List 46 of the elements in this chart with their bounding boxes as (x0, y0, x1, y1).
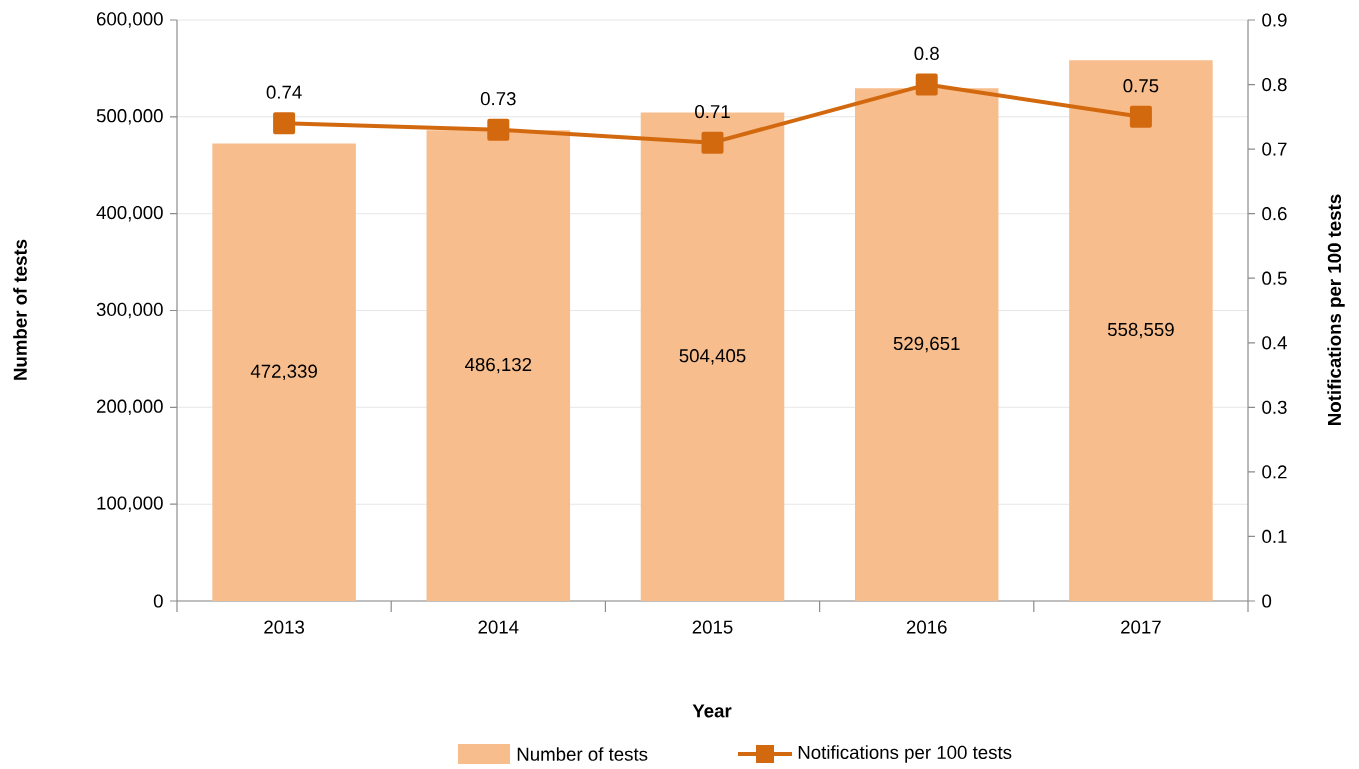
x-tick-label: 2014 (478, 620, 519, 634)
y2-tick-label: 0.7 (1262, 142, 1287, 156)
y2-tick-label: 0.8 (1262, 77, 1287, 92)
y2-tick-label: 0.3 (1262, 400, 1287, 414)
y-axis-title: Number of tests (13, 239, 27, 380)
y2-tick-label: 0.4 (1262, 336, 1287, 350)
bar (212, 143, 356, 601)
bar (1069, 60, 1213, 601)
data-label: 504,405 (679, 349, 746, 365)
y2-tick-label: 0.6 (1262, 207, 1287, 221)
data-label: 0.8 (914, 46, 939, 61)
x-axis-title: Year (692, 704, 732, 718)
point (487, 118, 510, 141)
y-tick-label: 600,000 (96, 12, 163, 28)
y2-tick-label: 0 (1262, 594, 1272, 608)
x-tick-label: 2013 (264, 620, 305, 634)
y2-tick-label: 0.9 (1262, 13, 1287, 27)
data-label: 0.75 (1123, 79, 1159, 93)
point (915, 73, 938, 96)
data-label: 486,132 (464, 357, 532, 374)
y2-axis-title: Notifications per 100 tests (1327, 194, 1345, 425)
bar (854, 88, 999, 601)
bar (426, 130, 571, 601)
x-tick-label: 2015 (692, 620, 733, 634)
y-tick-label: 400,000 (96, 205, 163, 222)
data-label: 529,651 (893, 336, 960, 353)
data-label: 0.73 (480, 92, 516, 106)
data-label: 0.74 (266, 85, 302, 99)
point (1129, 105, 1152, 128)
y-tick-label: 500,000 (96, 109, 163, 125)
x-tick-label: 2016 (906, 620, 947, 634)
legend-label: Number of tests (517, 747, 648, 761)
point (701, 131, 724, 154)
legend-label: Notifications per 100 tests (798, 745, 1012, 763)
point (273, 112, 296, 135)
data-label: 472,339 (250, 364, 317, 381)
data-label: 0.71 (695, 104, 730, 119)
y-tick-label: 0 (153, 594, 163, 608)
y2-tick-label: 0.2 (1262, 465, 1287, 479)
data-label: 558,559 (1107, 322, 1174, 339)
y-tick-label: 100,000 (97, 496, 163, 512)
y2-tick-label: 0.5 (1262, 271, 1287, 285)
y-tick-label: 300,000 (96, 302, 163, 319)
x-tick-label: 2017 (1121, 620, 1161, 634)
y-tick-label: 200,000 (96, 399, 163, 416)
y2-tick-label: 0.1 (1262, 529, 1287, 544)
